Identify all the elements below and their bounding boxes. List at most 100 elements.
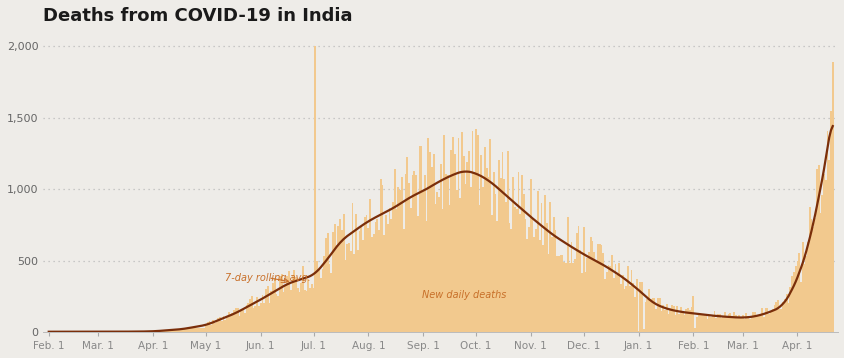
Bar [573,259,575,332]
Bar [247,303,249,332]
Bar [304,290,306,332]
Bar [254,306,256,332]
Bar [203,328,205,332]
Bar [672,306,674,332]
Bar [300,284,302,332]
Bar [718,314,720,332]
Bar [605,272,607,332]
Bar [706,319,707,332]
Bar [443,135,445,332]
Bar [298,292,300,332]
Bar [544,195,545,332]
Bar [348,243,349,332]
Bar [545,223,547,332]
Bar [208,321,210,332]
Bar [184,329,186,332]
Bar [739,318,741,332]
Bar [809,219,811,332]
Bar [586,257,587,332]
Bar [701,315,702,332]
Bar [794,266,796,332]
Bar [238,316,240,332]
Bar [657,298,658,332]
Bar [372,234,374,332]
Bar [157,331,159,332]
Bar [734,315,736,332]
Bar [252,308,254,332]
Bar [686,308,688,332]
Bar [699,314,701,332]
Bar [594,262,597,332]
Bar [665,304,667,332]
Bar [492,172,494,332]
Bar [505,202,506,332]
Bar [683,315,684,332]
Bar [178,329,180,332]
Bar [288,271,289,332]
Bar [522,194,524,332]
Bar [272,283,273,332]
Bar [819,213,820,332]
Bar [175,330,176,332]
Bar [749,316,751,332]
Bar [709,317,711,332]
Bar [408,183,409,332]
Bar [798,253,799,332]
Bar [332,232,333,332]
Bar [296,288,298,332]
Bar [626,266,628,332]
Bar [311,284,312,332]
Bar [354,214,356,332]
Bar [738,315,739,332]
Bar [652,297,654,332]
Bar [337,226,338,332]
Bar [259,303,261,332]
Bar [349,251,351,332]
Bar [181,329,184,332]
Bar [322,268,323,332]
Bar [519,214,521,332]
Bar [691,296,693,332]
Bar [630,271,631,332]
Bar [503,179,505,332]
Bar [474,129,476,332]
Bar [679,307,681,332]
Bar [674,315,676,332]
Bar [466,162,468,332]
Bar [610,255,612,332]
Bar [371,237,372,332]
Bar [228,312,230,332]
Bar [748,319,749,332]
Bar [429,152,430,332]
Bar [667,314,668,332]
Bar [602,253,603,332]
Bar [335,245,337,332]
Bar [754,313,755,332]
Bar [732,312,734,332]
Bar [561,255,563,332]
Bar [829,111,830,332]
Bar [393,169,395,332]
Bar [152,331,154,332]
Bar [778,309,780,332]
Bar [688,310,690,332]
Bar [376,219,377,332]
Bar [792,272,794,332]
Bar [668,308,670,332]
Bar [736,317,738,332]
Bar [440,164,441,332]
Bar [785,294,787,332]
Bar [436,193,437,332]
Bar [814,218,815,332]
Bar [395,209,397,332]
Bar [165,330,166,332]
Bar [513,207,515,332]
Bar [762,317,764,332]
Bar [598,244,600,332]
Bar [508,223,510,332]
Bar [822,174,824,332]
Bar [265,289,267,332]
Bar [811,227,814,332]
Bar [494,194,495,332]
Bar [479,205,480,332]
